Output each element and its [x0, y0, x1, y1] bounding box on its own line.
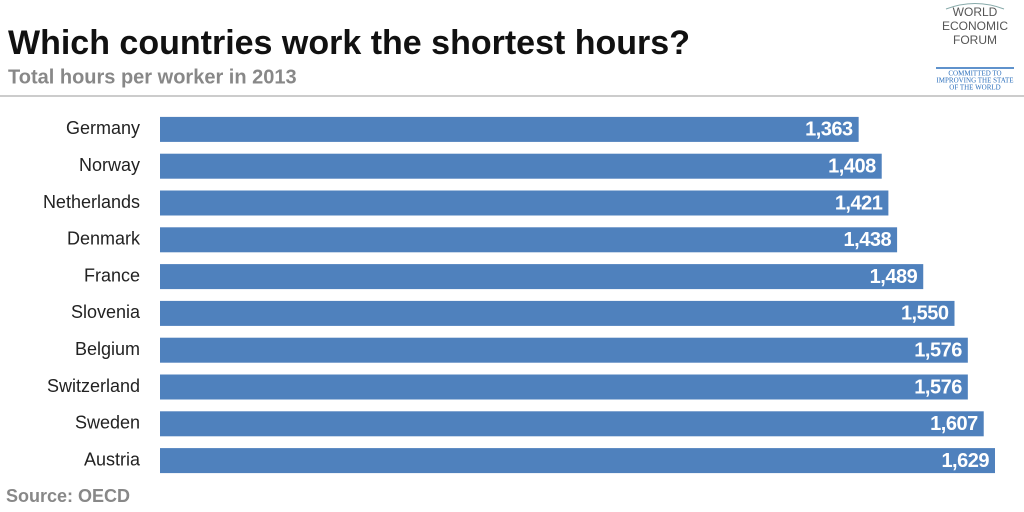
logo-tagline: IMPROVING THE STATE	[936, 77, 1013, 85]
value-label: 1,438	[844, 229, 892, 251]
bar	[160, 337, 968, 363]
category-label: Austria	[84, 449, 141, 469]
value-label: 1,576	[914, 339, 962, 361]
bar	[160, 264, 924, 290]
logo-text: ECONOMIC	[942, 19, 1008, 33]
category-label: Norway	[79, 155, 140, 175]
bar	[160, 153, 882, 179]
logo-tagline: COMMITTED TO	[948, 70, 1001, 78]
bar	[160, 411, 984, 437]
chart-subtitle: Total hours per worker in 2013	[8, 66, 297, 88]
value-label: 1,629	[941, 450, 989, 472]
category-label: Denmark	[67, 229, 141, 249]
value-label: 1,489	[870, 266, 918, 288]
category-label: Belgium	[75, 339, 140, 359]
bar	[160, 116, 859, 142]
value-label: 1,550	[901, 303, 949, 325]
chart-title: Which countries work the shortest hours?	[8, 24, 690, 62]
category-label: Slovenia	[71, 302, 141, 322]
bar	[160, 227, 898, 253]
category-label: Germany	[66, 118, 140, 138]
logo-arc	[945, 3, 1005, 10]
value-label: 1,576	[914, 376, 962, 398]
category-label: France	[84, 265, 140, 285]
bar	[160, 190, 889, 216]
category-label: Sweden	[75, 413, 140, 433]
bar	[160, 374, 968, 400]
logo-text: WORLD	[953, 5, 998, 19]
logo-tagline: OF THE WORLD	[949, 84, 1000, 92]
category-label: Switzerland	[47, 376, 140, 396]
value-label: 1,607	[930, 413, 978, 435]
category-label: Netherlands	[43, 192, 140, 212]
value-label: 1,363	[805, 119, 853, 141]
value-label: 1,421	[835, 192, 883, 214]
source: Source: OECD	[6, 486, 130, 506]
logo: WORLD ECONOMIC FORUM COMMITTED TO IMPROV…	[936, 3, 1014, 92]
bar	[160, 300, 955, 326]
logo-text: FORUM	[953, 33, 997, 47]
bar	[160, 448, 995, 474]
value-label: 1,408	[828, 155, 876, 177]
